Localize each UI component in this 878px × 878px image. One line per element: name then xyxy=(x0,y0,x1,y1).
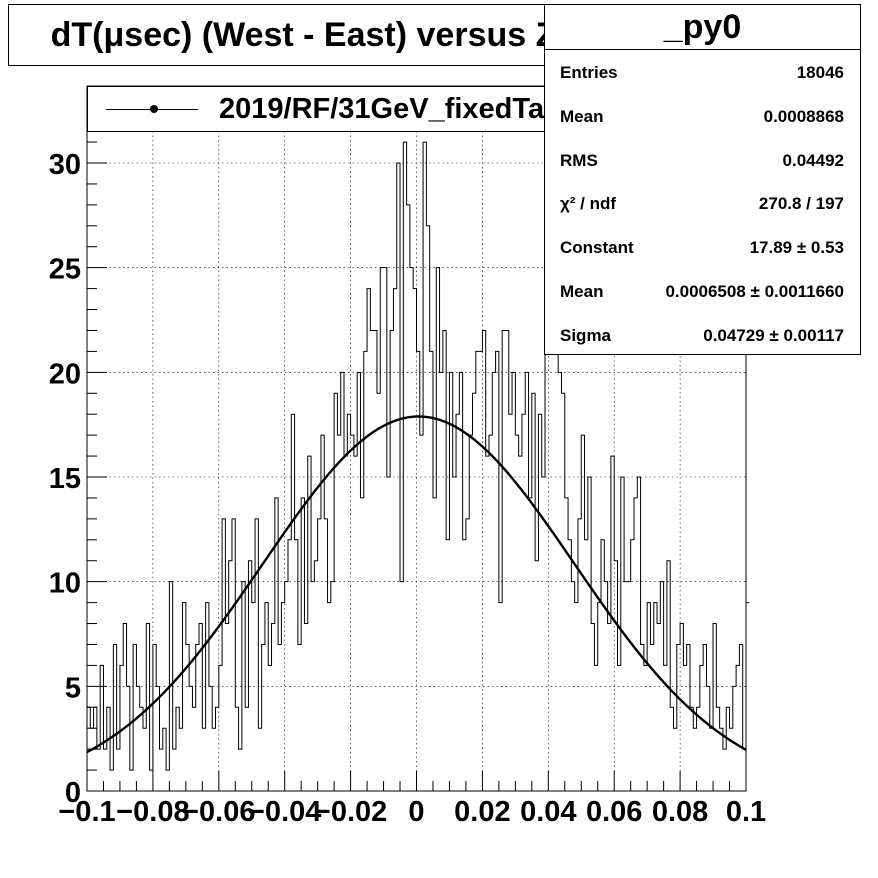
axes: −0.1 −0.08−0.06−0.04−0.02 0 0.02 0.04 0.06 0.0… xyxy=(49,120,766,828)
y-tick-label: 30 xyxy=(49,149,81,181)
x-tick-label: 0.04 xyxy=(520,796,576,828)
legend-label: 2019/RF/31GeV_fixedTarget xyxy=(219,93,599,125)
y-tick-label: 10 xyxy=(49,568,81,600)
x-tick-label: −0.1 xyxy=(58,796,115,828)
stats-row-label: Entries xyxy=(560,63,618,82)
stats-row-label: Constant xyxy=(560,238,634,258)
stats-box: _py0 Entries 18046 Mean 0.0008868 RMS 0.04492… xyxy=(544,4,861,355)
chart-title-text: dT(μsec) (West - East) versus Z xyxy=(50,15,557,54)
y-tick-label: 20 xyxy=(49,358,81,390)
stats-row-value: 17.89 ± 0.53 xyxy=(749,238,844,258)
y-tick-label: 25 xyxy=(49,254,81,286)
y-tick-label: 15 xyxy=(49,463,81,495)
x-tick-label: 0.1 xyxy=(726,796,766,828)
stats-row-label: Mean xyxy=(560,282,604,301)
stats-row-label: χ² / ndf xyxy=(560,194,617,214)
x-tick-label: 0 xyxy=(408,796,424,828)
stats-row: Mean 0.0008868 xyxy=(560,107,844,129)
stats-row: Constant 17.89 ± 0.53 xyxy=(560,238,844,260)
stats-row-label: Sigma xyxy=(560,325,612,345)
stats-row: χ² / ndf 270.8 / 197 xyxy=(560,194,844,216)
stats-row-value: 0.0008868 xyxy=(763,106,844,126)
legend-dot-marker xyxy=(150,105,158,113)
x-tick-label: 0.08 xyxy=(652,796,708,828)
stats-row: Mean 0.0006508 ± 0.0011660 xyxy=(560,282,844,304)
y-tick-label: 0 xyxy=(65,777,81,809)
stats-row-value: 18046 xyxy=(796,63,844,82)
x-tick-label: −0.02 xyxy=(314,796,387,828)
histogram-series xyxy=(87,141,750,771)
stats-row-value: 0.04729 ± 0.00117 xyxy=(703,325,844,345)
stats-title: _py0 xyxy=(545,5,860,50)
stats-row: Entries 18046 xyxy=(560,63,844,85)
stats-row: Sigma 0.04729 ± 0.00117 xyxy=(560,326,844,348)
x-tick-label: 0.02 xyxy=(454,796,510,828)
y-tick-label: 5 xyxy=(65,672,81,704)
stats-row-label: Mean xyxy=(560,106,604,126)
stats-row-value: 0.0006508 ± 0.0011660 xyxy=(665,282,844,301)
stats-row-label: RMS xyxy=(560,150,598,170)
stats-row: RMS 0.04492 xyxy=(560,151,844,173)
x-tick-label: −0.04 xyxy=(248,796,321,828)
stats-row-value: 0.04492 xyxy=(782,150,844,170)
x-tick-label: −0.08 xyxy=(116,796,189,828)
x-tick-label: −0.06 xyxy=(182,796,255,828)
legend: 2019/RF/31GeV_fixedTarget xyxy=(87,86,615,132)
chart-title: dT(μsec) (West - East) versus Z xyxy=(8,4,599,66)
x-tick-label: 0.06 xyxy=(586,796,642,828)
gaussian-fit-curve xyxy=(86,415,747,754)
stats-row-value: 270.8 / 197 xyxy=(758,194,844,214)
